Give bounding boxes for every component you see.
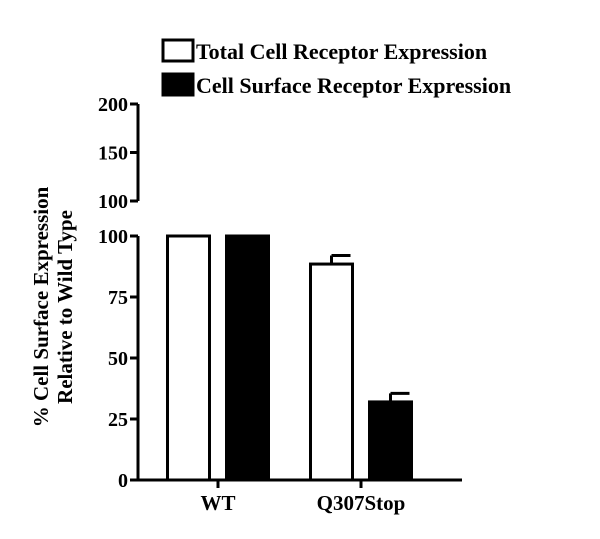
y-axis-label-line1: % Cell Surface Expression: [29, 186, 53, 427]
bar: [227, 236, 269, 480]
bars: [168, 236, 412, 480]
bar: [311, 264, 353, 480]
y-tick-label-lower: 0: [118, 470, 128, 492]
x-tick-label: WT: [200, 491, 235, 515]
legend-label: Cell Surface Receptor Expression: [196, 73, 511, 98]
legend-label: Total Cell Receptor Expression: [196, 39, 487, 64]
y-tick-label-upper: 200: [98, 94, 128, 116]
x-tick-label: Q307Stop: [317, 491, 406, 515]
y-tick-label-upper: 150: [98, 143, 128, 165]
y-tick-label-lower: 100: [98, 226, 128, 248]
bar: [370, 402, 412, 480]
bar: [168, 236, 210, 480]
legend-swatch: [163, 40, 193, 61]
labels: % Cell Surface Expression Relative to Wi…: [29, 186, 77, 427]
y-axis-label-line2: Relative to Wild Type: [53, 210, 77, 404]
legend: Total Cell Receptor Expression Cell Surfa…: [163, 39, 511, 98]
y-tick-label-lower: 75: [108, 287, 128, 309]
y-tick-label-lower: 50: [108, 348, 128, 370]
y-tick-label-upper: 100: [98, 191, 128, 213]
legend-swatch: [163, 74, 193, 95]
y-tick-label-lower: 25: [108, 409, 128, 431]
